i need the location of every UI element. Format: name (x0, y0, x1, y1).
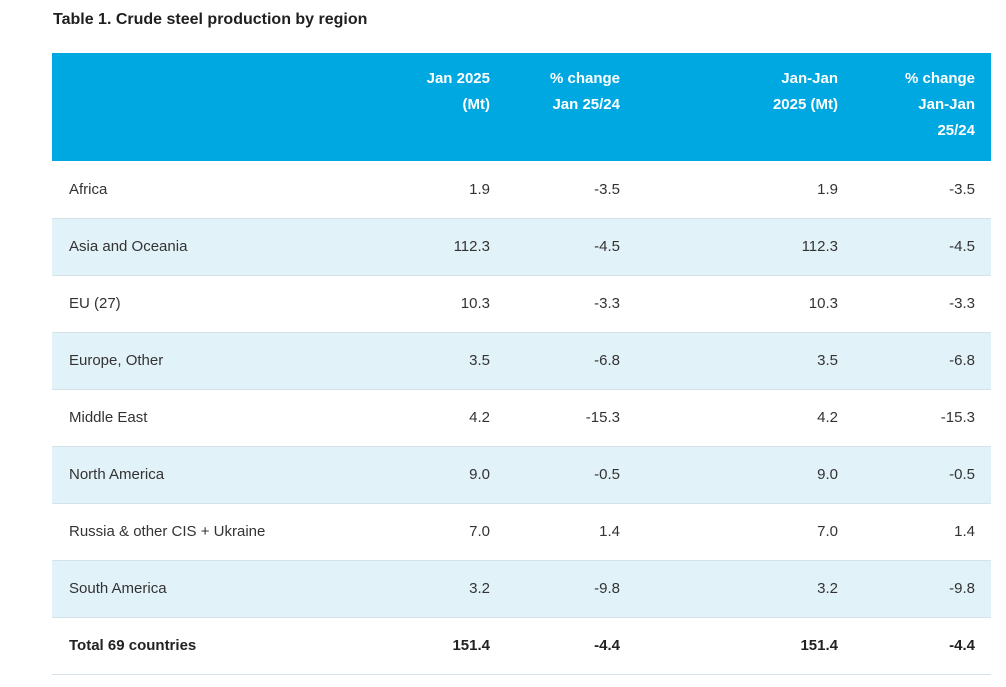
value-cell: 1.9 (352, 161, 506, 219)
value-cell: -4.4 (506, 617, 636, 675)
header-line: % change (549, 70, 620, 87)
header-cell-pct-change-jan: % change Jan 25/24 (506, 53, 636, 161)
value-cell: 4.2 (636, 389, 854, 447)
value-cell: -4.5 (854, 218, 991, 276)
region-cell: Africa (52, 161, 352, 219)
region-cell: EU (27) (52, 275, 352, 333)
value-cell: 3.2 (352, 560, 506, 618)
table-row-europe-other: Europe, Other 3.5 -6.8 3.5 -6.8 (52, 332, 991, 390)
value-cell: 3.5 (352, 332, 506, 390)
value-cell: 9.0 (636, 446, 854, 504)
header-line: Jan-Jan (918, 96, 975, 113)
header-cell-jan-jan-2025-mt: Jan-Jan 2025 (Mt) (636, 53, 854, 161)
table-body: Africa 1.9 -3.5 1.9 -3.5 Asia and Oceani… (52, 161, 991, 675)
value-cell: 151.4 (636, 617, 854, 675)
value-cell: -0.5 (854, 446, 991, 504)
value-cell: 7.0 (352, 503, 506, 561)
value-cell: 3.5 (636, 332, 854, 390)
header-line: Jan-Jan (781, 70, 838, 87)
table-row-middle-east: Middle East 4.2 -15.3 4.2 -15.3 (52, 389, 991, 447)
value-cell: 1.4 (506, 503, 636, 561)
table-row-russia-other-cis-ukraine: Russia & other CIS + Ukraine 7.0 1.4 7.0… (52, 503, 991, 561)
header-line: % change (904, 70, 975, 87)
region-cell-total: Total 69 countries (52, 617, 352, 675)
header-cell-jan-2025-mt: Jan 2025 (Mt) (352, 53, 506, 161)
value-cell: -0.5 (506, 446, 636, 504)
region-cell: Asia and Oceania (52, 218, 352, 276)
crude-steel-production-table: Jan 2025 (Mt) % change Jan 25/24 Jan-Jan… (52, 53, 991, 675)
value-cell: -15.3 (854, 389, 991, 447)
table-row-south-america: South America 3.2 -9.8 3.2 -9.8 (52, 560, 991, 618)
value-cell: -9.8 (854, 560, 991, 618)
table-row-africa: Africa 1.9 -3.5 1.9 -3.5 (52, 161, 991, 219)
value-cell: -3.3 (506, 275, 636, 333)
value-cell: -4.4 (854, 617, 991, 675)
value-cell: 151.4 (352, 617, 506, 675)
region-cell: North America (52, 446, 352, 504)
value-cell: 112.3 (636, 218, 854, 276)
table-row-asia-and-oceania: Asia and Oceania 112.3 -4.5 112.3 -4.5 (52, 218, 991, 276)
header-cell-region (52, 53, 352, 161)
table-row-total-69-countries: Total 69 countries 151.4 -4.4 151.4 -4.4 (52, 617, 991, 675)
region-cell: South America (52, 560, 352, 618)
value-cell: 9.0 (352, 446, 506, 504)
header-line: (Mt) (462, 96, 490, 113)
region-cell: Middle East (52, 389, 352, 447)
value-cell: 10.3 (636, 275, 854, 333)
table-row-eu-27: EU (27) 10.3 -3.3 10.3 -3.3 (52, 275, 991, 333)
value-cell: 1.9 (636, 161, 854, 219)
header-line: Jan 2025 (426, 70, 490, 87)
header-cell-pct-change-jan-jan: % change Jan-Jan 25/24 (854, 53, 991, 161)
table-row-north-america: North America 9.0 -0.5 9.0 -0.5 (52, 446, 991, 504)
region-cell: Russia & other CIS + Ukraine (52, 503, 352, 561)
value-cell: 3.2 (636, 560, 854, 618)
header-line: Jan 25/24 (552, 96, 620, 113)
table-title: Table 1. Crude steel production by regio… (53, 11, 368, 28)
value-cell: -6.8 (854, 332, 991, 390)
value-cell: 10.3 (352, 275, 506, 333)
value-cell: -3.3 (854, 275, 991, 333)
value-cell: -15.3 (506, 389, 636, 447)
value-cell: -9.8 (506, 560, 636, 618)
value-cell: 112.3 (352, 218, 506, 276)
region-cell: Europe, Other (52, 332, 352, 390)
value-cell: 7.0 (636, 503, 854, 561)
value-cell: -6.8 (506, 332, 636, 390)
value-cell: 1.4 (854, 503, 991, 561)
value-cell: -3.5 (854, 161, 991, 219)
header-line: 25/24 (937, 122, 975, 139)
header-line: 2025 (Mt) (772, 96, 838, 113)
header-row: Jan 2025 (Mt) % change Jan 25/24 Jan-Jan… (52, 53, 991, 161)
value-cell: -3.5 (506, 161, 636, 219)
table-header: Jan 2025 (Mt) % change Jan 25/24 Jan-Jan… (52, 53, 991, 161)
value-cell: -4.5 (506, 218, 636, 276)
value-cell: 4.2 (352, 389, 506, 447)
